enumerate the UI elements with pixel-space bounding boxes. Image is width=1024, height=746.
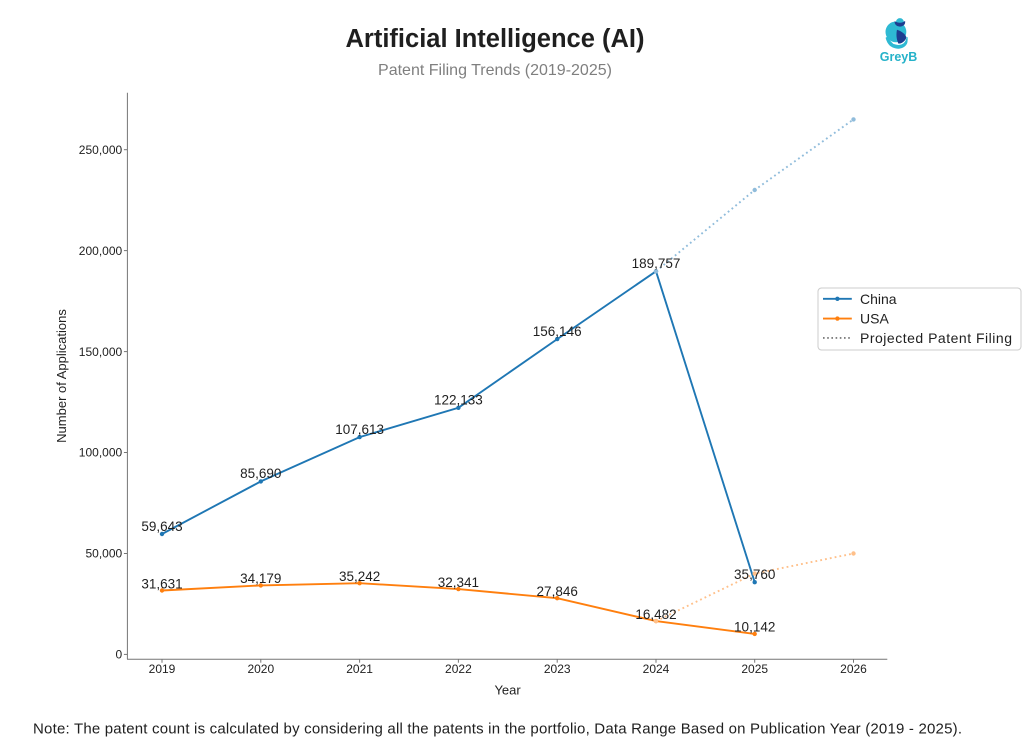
- svg-text:85,690: 85,690: [240, 466, 281, 481]
- svg-text:2019: 2019: [149, 662, 176, 676]
- svg-text:189,757: 189,757: [632, 256, 681, 271]
- svg-text:200,000: 200,000: [79, 244, 123, 258]
- svg-text:2021: 2021: [346, 662, 373, 676]
- svg-text:Patent Filing Trends (2019-202: Patent Filing Trends (2019-2025): [378, 62, 612, 79]
- svg-text:2025: 2025: [741, 662, 768, 676]
- svg-text:34,179: 34,179: [240, 571, 281, 586]
- svg-text:27,846: 27,846: [537, 584, 578, 599]
- svg-text:59,643: 59,643: [141, 519, 182, 534]
- svg-text:USA: USA: [860, 311, 889, 327]
- svg-text:Number of Applications: Number of Applications: [54, 309, 69, 443]
- svg-text:Projected Patent Filing: Projected Patent Filing: [860, 330, 1012, 346]
- svg-text:0: 0: [116, 648, 123, 662]
- svg-text:Year: Year: [494, 683, 521, 698]
- svg-text:32,341: 32,341: [438, 575, 479, 590]
- svg-text:China: China: [860, 291, 897, 307]
- svg-text:2024: 2024: [643, 662, 670, 676]
- svg-text:2023: 2023: [544, 662, 571, 676]
- svg-text:GreyB: GreyB: [880, 50, 918, 64]
- svg-text:250,000: 250,000: [79, 143, 123, 157]
- svg-text:107,613: 107,613: [335, 422, 384, 437]
- svg-text:31,631: 31,631: [141, 576, 182, 591]
- svg-text:122,133: 122,133: [434, 393, 483, 408]
- svg-text:100,000: 100,000: [79, 446, 123, 460]
- svg-text:2022: 2022: [445, 662, 472, 676]
- svg-text:2026: 2026: [840, 662, 867, 676]
- svg-text:35,760: 35,760: [734, 567, 775, 582]
- svg-text:2020: 2020: [247, 662, 274, 676]
- svg-text:156,146: 156,146: [533, 324, 582, 339]
- svg-text:50,000: 50,000: [85, 547, 122, 561]
- svg-text:10,142: 10,142: [734, 620, 775, 635]
- svg-text:150,000: 150,000: [79, 345, 123, 359]
- svg-text:Note: The patent count is calc: Note: The patent count is calculated by …: [33, 721, 962, 738]
- svg-text:16,482: 16,482: [635, 607, 676, 622]
- svg-text:Artificial Intelligence (AI): Artificial Intelligence (AI): [346, 25, 645, 53]
- svg-text:35,242: 35,242: [339, 569, 380, 584]
